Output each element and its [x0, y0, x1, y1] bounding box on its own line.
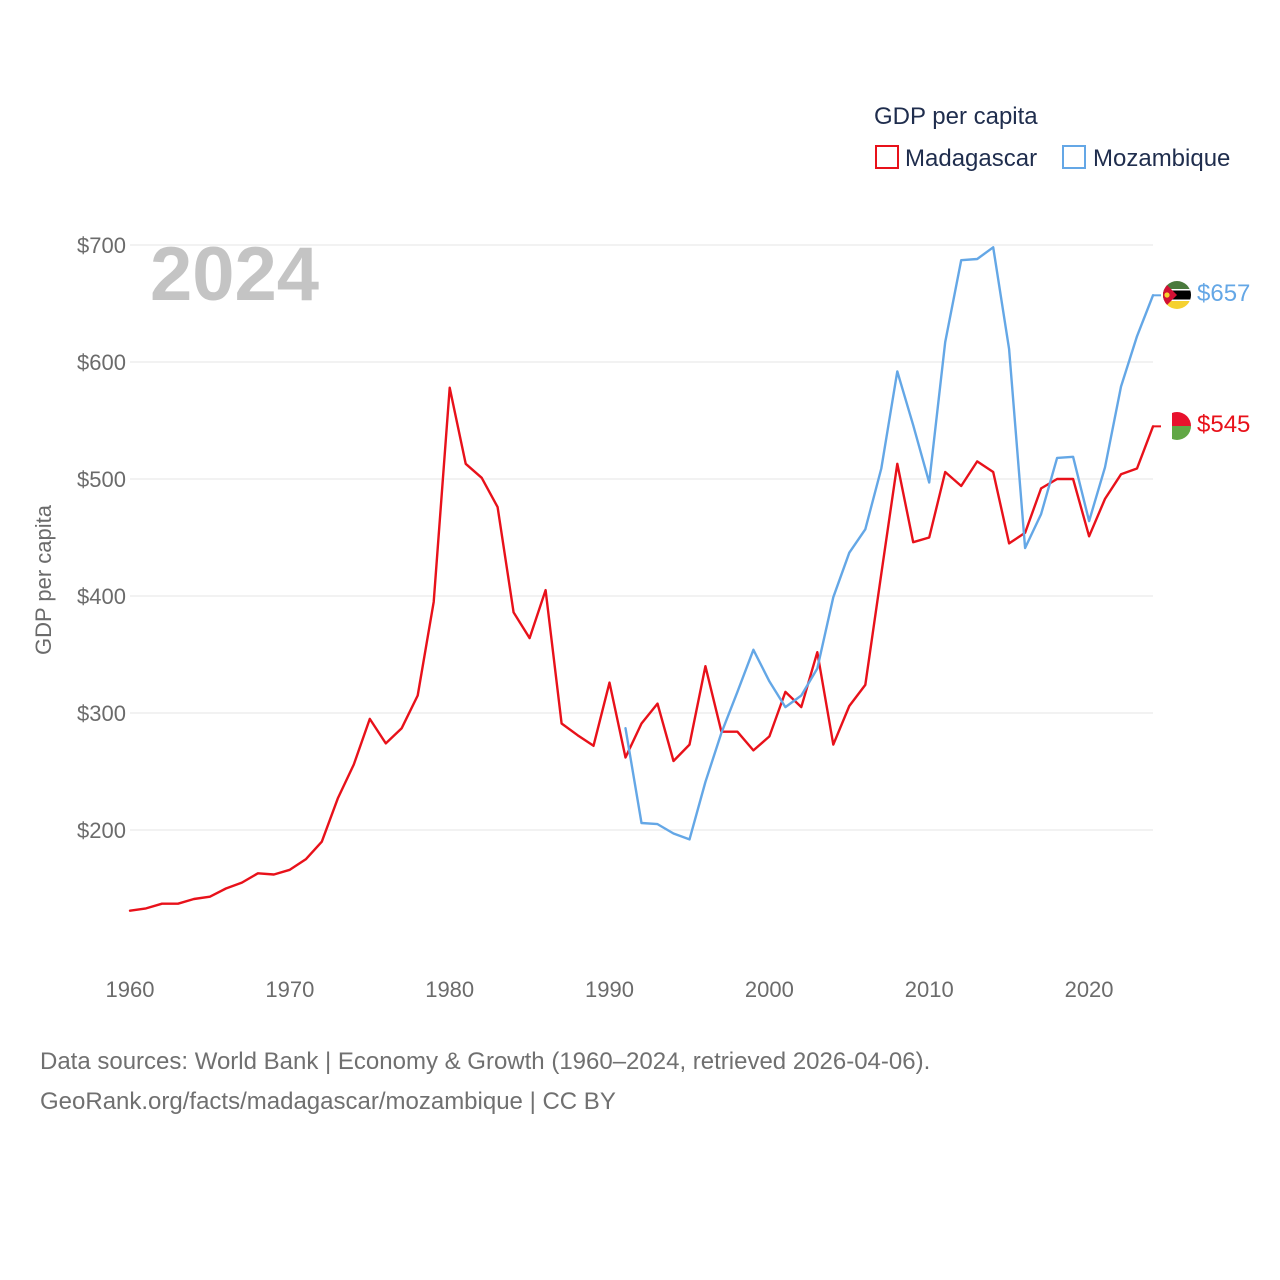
x-tick-label: 2010 [905, 977, 954, 1002]
source-line-1: Data sources: World Bank | Economy & Gro… [40, 1048, 931, 1075]
y-tick-label: $200 [77, 818, 126, 843]
legend-swatch-madagascar[interactable] [875, 145, 899, 169]
legend: GDP per capita Madagascar Mozambique [874, 103, 1230, 172]
x-tick-label: 1970 [265, 977, 314, 1002]
source-link[interactable]: GeoRank.org/facts/madagascar/mozambique … [40, 1088, 616, 1115]
gdp-per-capita-chart: GDP per capita Madagascar Mozambique GDP… [31, 103, 1250, 1002]
x-tick-label: 2000 [745, 977, 794, 1002]
y-tick-label: $700 [77, 233, 126, 258]
series-line-mozambique [624, 246, 1155, 841]
series-line-madagascar [128, 386, 1155, 912]
series-lines [128, 246, 1161, 912]
x-tick-label: 1990 [585, 977, 634, 1002]
madagascar-flag [1163, 412, 1191, 440]
x-tick-label: 2020 [1065, 977, 1114, 1002]
y-tick-label: $400 [77, 584, 126, 609]
y-axis-title: GDP per capita [31, 504, 56, 655]
gridlines [130, 244, 1153, 831]
end-marker-mozambique: $657 [1163, 280, 1250, 309]
legend-label-mozambique[interactable]: Mozambique [1093, 145, 1230, 172]
y-axis-ticks: $200 $300 $400 $500 $600 $700 [77, 233, 126, 843]
end-value-madagascar: $545 [1197, 411, 1250, 438]
y-tick-label: $300 [77, 701, 126, 726]
end-value-mozambique: $657 [1197, 280, 1250, 307]
legend-swatch-mozambique[interactable] [1062, 145, 1086, 169]
legend-label-madagascar[interactable]: Madagascar [905, 145, 1037, 172]
legend-title: GDP per capita [874, 103, 1038, 130]
y-tick-label: $500 [77, 467, 126, 492]
end-marker-madagascar: $545 [1163, 411, 1250, 440]
current-year-label: 2024 [150, 232, 319, 317]
x-tick-label: 1960 [106, 977, 155, 1002]
x-axis-ticks: 1960 1970 1980 1990 2000 2010 2020 [106, 977, 1114, 1002]
x-tick-label: 1980 [425, 977, 474, 1002]
data-source-note: Data sources: World Bank | Economy & Gro… [40, 1042, 1240, 1122]
mozambique-flag [1163, 281, 1191, 309]
y-tick-label: $600 [77, 350, 126, 375]
